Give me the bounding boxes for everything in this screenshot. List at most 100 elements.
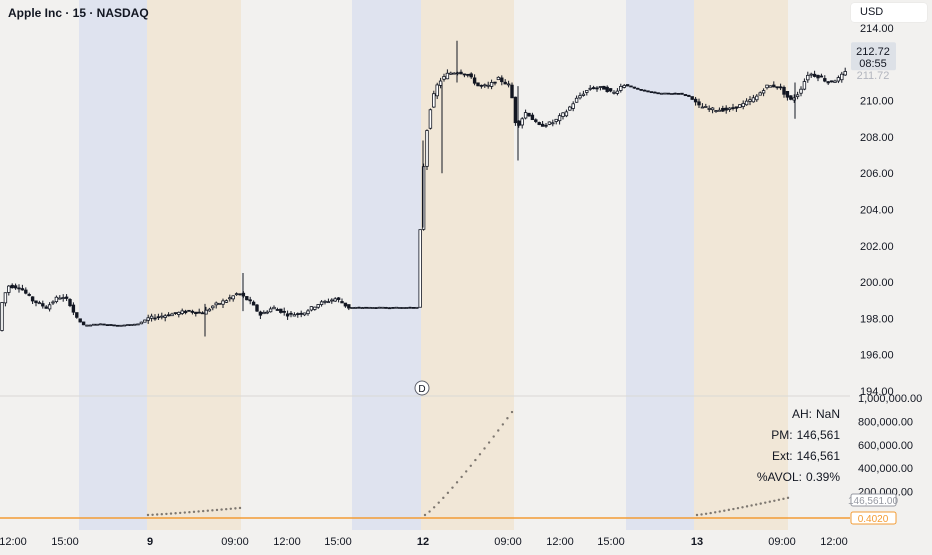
candle-body	[343, 302, 348, 307]
volume-dot	[460, 475, 463, 479]
candle-body	[119, 324, 123, 327]
candle-body	[785, 91, 790, 98]
price-tick-label: 200.00	[860, 277, 894, 289]
candle-body	[272, 306, 276, 310]
symbol-title[interactable]: Apple Inc · 15 · NASDAQ	[8, 6, 149, 20]
candle-body	[459, 71, 463, 75]
time-tick-label: 09:00	[221, 536, 249, 548]
orange-level-box	[850, 511, 897, 525]
candle-body	[476, 82, 480, 87]
volume-dot	[764, 501, 767, 504]
volume-dot	[220, 508, 223, 511]
candle-body	[772, 84, 776, 88]
candle-body	[748, 99, 752, 102]
stat-pm: PM: 146,561	[771, 428, 840, 442]
candle-body	[731, 107, 735, 109]
candle-body	[3, 292, 8, 304]
volume-dot	[174, 512, 177, 515]
candle-body	[547, 121, 552, 125]
volume-dot	[165, 512, 168, 516]
candle-body	[238, 293, 242, 296]
candle-body	[636, 87, 640, 90]
orange-level-label: 0.4020	[858, 514, 889, 525]
candle-body	[795, 94, 800, 98]
volume-dot	[709, 511, 712, 515]
volume-dot	[151, 513, 154, 516]
candle-body	[214, 302, 218, 306]
candle-body	[700, 106, 705, 109]
candle-body	[534, 119, 538, 122]
volume-dot	[465, 470, 468, 473]
volume-dot	[446, 491, 450, 495]
volume-dot	[700, 513, 703, 516]
candle-body	[109, 324, 113, 326]
candle-body	[530, 114, 535, 121]
candle-body	[496, 76, 501, 81]
candle-body	[829, 80, 834, 83]
candle-body	[58, 297, 62, 300]
candle-body	[13, 285, 18, 289]
volume-tick-label: 400,000.00	[858, 463, 913, 475]
volume-tick-label: 1,000,000.00	[858, 393, 922, 405]
prev-price-label: 211.72	[857, 70, 890, 82]
candle-body	[364, 306, 368, 309]
candle-body	[92, 323, 96, 326]
candle-body	[391, 307, 395, 309]
volume-dot	[238, 506, 242, 510]
candle-body	[47, 304, 52, 310]
price-tick-label: 206.00	[860, 168, 894, 180]
candle-body	[574, 97, 579, 103]
candle-body	[34, 300, 38, 304]
candle-body	[523, 112, 528, 119]
candle-body	[299, 312, 303, 315]
candle-body	[248, 299, 252, 302]
volume-dot	[156, 513, 159, 516]
volume-dot	[474, 458, 477, 462]
candle-body	[833, 80, 837, 83]
candle-body	[78, 318, 82, 323]
volume-dot	[423, 513, 427, 517]
candle-body	[313, 306, 317, 310]
candle-body	[27, 294, 31, 296]
candle-body	[806, 74, 810, 81]
candle-body	[578, 95, 582, 99]
candle-body	[687, 94, 691, 97]
volume-dot	[750, 504, 753, 507]
candle-body	[112, 324, 116, 327]
time-tick-label: 15:00	[324, 536, 352, 548]
candle-body	[20, 288, 25, 291]
volume-dot	[732, 507, 735, 511]
candle-body	[557, 115, 562, 122]
candle-body	[843, 71, 847, 76]
candle-body	[561, 112, 565, 117]
candle-body	[88, 324, 93, 327]
candle-body	[506, 83, 511, 86]
price-tick-label: 214.00	[860, 23, 894, 35]
last-price-box	[851, 42, 896, 71]
candle-body	[449, 72, 453, 75]
candle-body	[323, 300, 327, 303]
candle-body	[775, 86, 779, 89]
dividend-marker-icon[interactable]	[414, 380, 430, 396]
volume-dot	[768, 500, 771, 503]
time-tick-label: 15:00	[51, 536, 79, 548]
time-tick-label: 09:00	[494, 536, 522, 548]
session-band-premarket	[79, 0, 147, 530]
candle-body	[44, 306, 48, 309]
time-tick-label: 12:00	[273, 536, 301, 548]
volume-dot	[510, 410, 514, 414]
candle-body	[68, 299, 72, 307]
candle-body	[782, 86, 786, 95]
candle-body	[187, 309, 191, 312]
candle-body	[462, 73, 467, 76]
candle-body	[302, 312, 307, 316]
candle-body	[75, 312, 79, 318]
volume-dot	[777, 498, 781, 502]
volume-dot	[206, 509, 209, 512]
currency-button[interactable]: USD	[851, 3, 927, 22]
candle-body	[309, 306, 314, 311]
volume-tick-label: 600,000.00	[858, 440, 913, 452]
volume-dot	[229, 507, 232, 510]
